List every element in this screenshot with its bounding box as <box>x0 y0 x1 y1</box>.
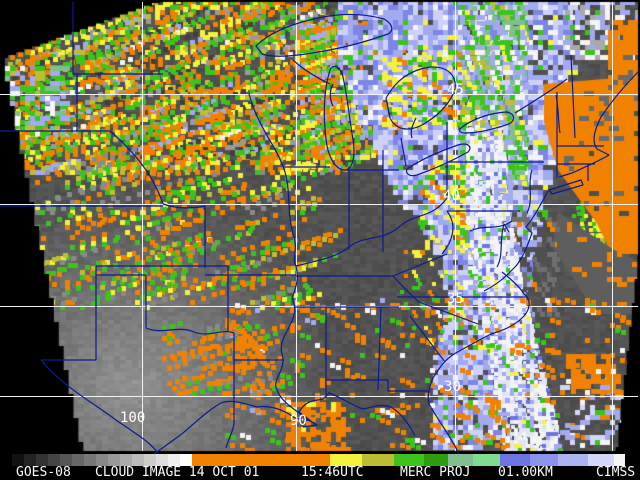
source-credit: CIMSS <box>596 465 636 480</box>
state-border-path <box>40 359 158 453</box>
state-border-path <box>225 333 235 449</box>
state-borders-overlay <box>0 2 640 454</box>
state-border-path <box>0 130 164 205</box>
state-border-path <box>409 315 446 363</box>
colorbar-segment <box>12 454 24 466</box>
longitude-label: 100 <box>120 410 146 426</box>
colorbar-segment <box>448 454 473 466</box>
colorbar-segment <box>625 454 640 466</box>
state-border-path <box>558 69 640 178</box>
latitude-label: 45 <box>447 82 464 98</box>
longitude-gridline <box>455 2 456 451</box>
state-border-path <box>526 169 533 214</box>
colorbar-segment <box>36 454 48 466</box>
state-border-path <box>326 379 428 392</box>
colorbar-segment <box>144 454 156 466</box>
longitude-gridline <box>612 2 613 451</box>
latitude-gridline <box>0 94 638 95</box>
state-border-path <box>392 253 448 277</box>
colorbar-segment <box>558 454 588 466</box>
latitude-gridline <box>0 204 638 205</box>
product-and-date: CLOUD IMAGE 14 OCT 01 <box>95 465 260 480</box>
colorbar-segment <box>96 454 108 466</box>
colorbar-segment <box>330 454 362 466</box>
colorbar-segment <box>180 454 192 466</box>
state-border-path <box>145 327 235 335</box>
latitude-gridline <box>0 396 638 397</box>
state-border-path <box>323 65 355 171</box>
colorbar-segment <box>530 454 558 466</box>
image-time: 15:46UTC <box>301 465 364 480</box>
state-border-path <box>418 301 479 325</box>
latitude-label: 35 <box>447 291 464 307</box>
resolution: 01.00KM <box>498 465 553 480</box>
colorbar-segment <box>132 454 144 466</box>
latitude-label: 30 <box>444 379 461 395</box>
state-border-path <box>153 392 416 454</box>
state-border-path <box>405 143 471 177</box>
state-border-path <box>292 59 331 85</box>
longitude-gridline <box>142 2 143 451</box>
colorbar-segment <box>192 454 330 466</box>
colorbar-segment <box>500 454 530 466</box>
projection: MERC PROJ <box>400 465 471 480</box>
colorbar-segment <box>108 454 120 466</box>
state-border-path <box>570 54 576 139</box>
colorbar-segment <box>0 454 12 466</box>
state-border-path <box>548 179 584 195</box>
state-border-path <box>255 13 393 57</box>
state-border-path <box>514 78 568 114</box>
state-border-path <box>377 306 382 391</box>
longitude-label: 90 <box>290 413 307 429</box>
state-border-path <box>410 117 417 139</box>
color-scale-bar <box>0 454 640 466</box>
colorbar-segment <box>614 454 625 466</box>
state-border-path <box>295 197 448 267</box>
state-border-path <box>483 190 549 292</box>
colorbar-segment <box>24 454 36 466</box>
state-border-path <box>248 93 318 428</box>
colorbar-segment <box>168 454 180 466</box>
state-border-path <box>392 275 420 303</box>
state-border-path <box>329 83 334 107</box>
status-bar: GOES-08 CLOUD IMAGE 14 OCT 01 15:46UTC M… <box>0 466 640 480</box>
cloud-classification-canvas <box>0 0 640 454</box>
state-border-path <box>555 94 561 134</box>
state-border-path <box>496 223 510 268</box>
state-border-path <box>427 271 530 454</box>
colorbar-segment <box>362 454 394 466</box>
colorbar-segment <box>120 454 132 466</box>
satellite-name: GOES-08 <box>16 465 71 480</box>
colorbar-segment <box>156 454 168 466</box>
latitude-label: 40 <box>443 188 460 204</box>
colorbar-segment <box>588 454 614 466</box>
longitude-gridline <box>296 2 297 451</box>
state-border-path <box>469 220 513 232</box>
colorbar-segment <box>84 454 96 466</box>
colorbar-segment <box>60 454 72 466</box>
colorbar-segment <box>394 454 424 466</box>
state-border-path <box>459 111 515 134</box>
state-border-path <box>162 203 206 268</box>
colorbar-segment <box>473 454 500 466</box>
state-border-path <box>400 137 407 167</box>
state-border-path <box>72 2 163 75</box>
colorbar-segment <box>72 454 84 466</box>
state-border-path <box>385 66 456 130</box>
colorbar-segment <box>424 454 448 466</box>
state-border-path <box>441 210 454 255</box>
colorbar-segment <box>48 454 60 466</box>
state-border-path <box>95 266 147 360</box>
